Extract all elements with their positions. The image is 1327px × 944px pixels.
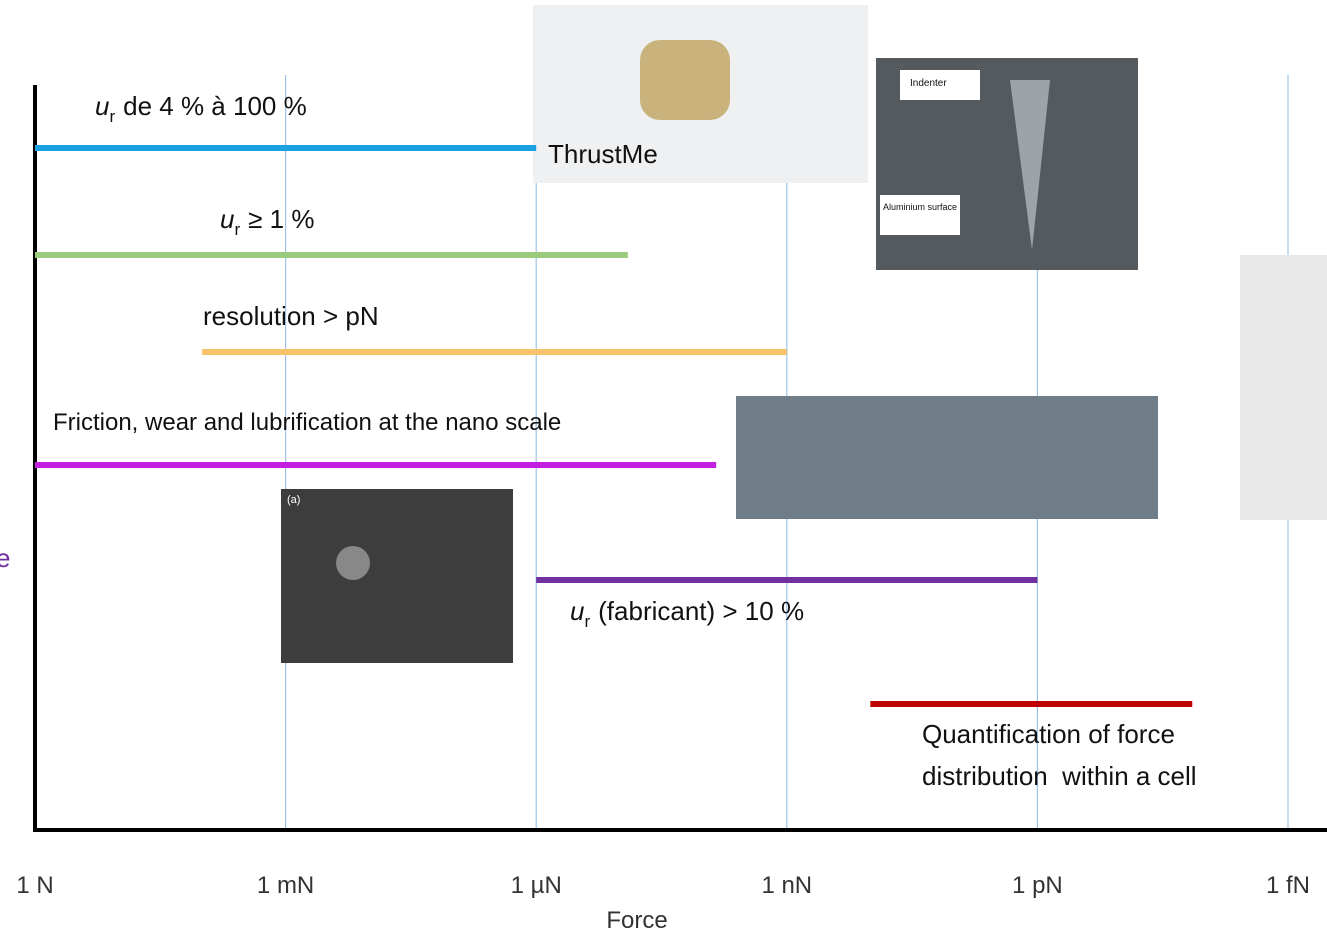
x-tick-label: 1 pN xyxy=(1012,872,1063,899)
bar-label: resolution > pN xyxy=(203,301,379,331)
label-symbol: u xyxy=(220,204,234,234)
label-subscript: r xyxy=(234,220,240,239)
bar-label: distribution within a cell xyxy=(922,761,1197,791)
label-text: de 4 % à 100 % xyxy=(123,91,307,121)
x-tick-label: 1 mN xyxy=(257,872,314,899)
photo-gears xyxy=(736,396,1158,519)
annotation: Aluminium surface xyxy=(883,202,957,212)
label-text: (fabricant) > 10 % xyxy=(598,596,804,626)
bar-label: Friction, wear and lubrification at the … xyxy=(53,409,561,436)
y-axis-label: e xyxy=(0,543,10,573)
page: ThrustMe Indenter Aluminium surface (a) … xyxy=(0,0,1327,944)
range-bar xyxy=(202,349,787,355)
bar-label: ur ≥ 1 % xyxy=(220,204,314,239)
x-tick-label: 1 N xyxy=(16,872,53,899)
label-subscript: r xyxy=(109,107,115,126)
bar-label: ur de 4 % à 100 % xyxy=(95,91,307,126)
range-bar xyxy=(35,145,536,151)
bar-label: Quantification of force xyxy=(922,719,1175,749)
range-bar xyxy=(35,252,628,258)
photo-sem xyxy=(281,489,513,663)
range-bar xyxy=(536,577,1037,583)
chart: ThrustMe Indenter Aluminium surface (a) … xyxy=(0,0,1327,944)
annotation: ThrustMe xyxy=(548,139,658,169)
annotation: (a) xyxy=(287,494,300,506)
x-tick-label: 1 fN xyxy=(1266,872,1310,899)
photo-flexure xyxy=(1240,255,1327,520)
label-subscript: r xyxy=(584,612,590,631)
x-axis-label: Force xyxy=(606,907,667,934)
range-bar xyxy=(870,701,1192,707)
range-bar xyxy=(35,462,716,468)
sem-sphere xyxy=(336,546,370,580)
thruster-body xyxy=(640,40,730,120)
label-box xyxy=(880,195,960,235)
label-symbol: u xyxy=(95,91,109,121)
label-text: ≥ 1 % xyxy=(248,204,314,234)
bar-label: ur (fabricant) > 10 % xyxy=(570,596,804,631)
annotation: Indenter xyxy=(910,78,947,89)
x-tick-label: 1 µN xyxy=(511,872,562,899)
label-symbol: u xyxy=(570,596,584,626)
x-tick-label: 1 nN xyxy=(761,872,812,899)
